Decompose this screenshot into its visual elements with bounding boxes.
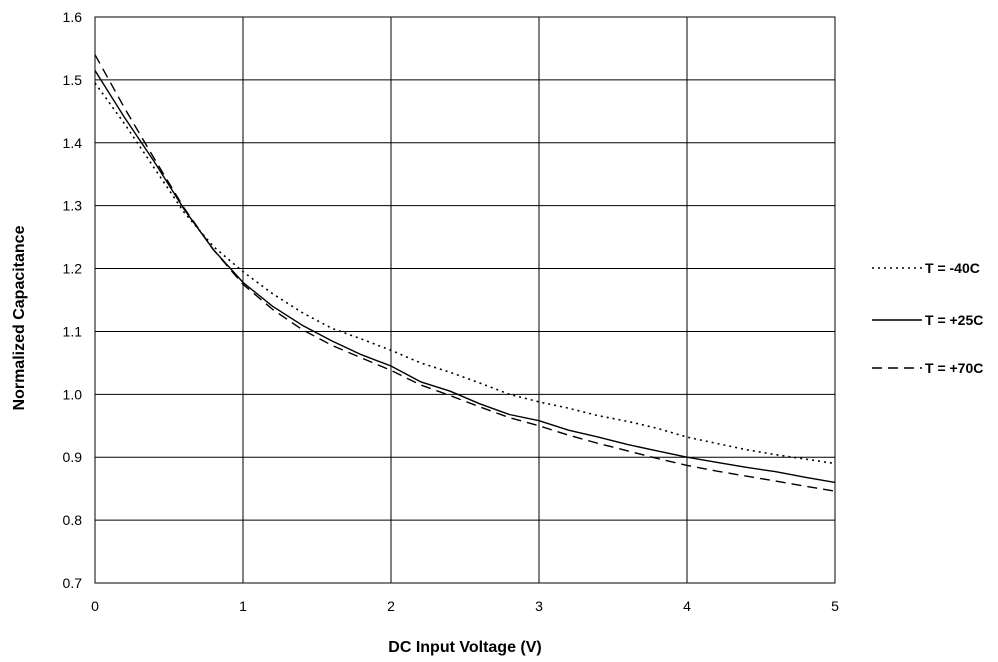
series-layer — [94, 54, 836, 492]
series-line-3 — [94, 54, 836, 492]
legend-label-3: T = +70C — [925, 360, 983, 376]
x-axis-title: DC Input Voltage (V) — [388, 639, 541, 656]
y-tick-label: 0.7 — [63, 575, 83, 591]
x-tick-label: 2 — [387, 598, 395, 614]
legend-label-2: T = +25C — [925, 312, 983, 328]
legend-label-1: T = -40C — [925, 260, 980, 276]
series-line-2 — [94, 70, 836, 484]
grid — [94, 16, 836, 584]
y-tick-labels: 0.7 0.8 0.9 1.0 1.1 1.2 1.3 1.4 1.5 1.6 — [63, 9, 83, 591]
y-tick-label: 1.6 — [63, 9, 83, 25]
y-tick-label: 1.3 — [63, 198, 83, 214]
series-line-1 — [94, 82, 836, 465]
x-tick-label: 1 — [239, 598, 247, 614]
y-tick-label: 1.4 — [63, 135, 83, 151]
legend: T = -40C T = +25C T = +70C — [872, 260, 983, 376]
x-tick-label: 4 — [683, 598, 691, 614]
y-tick-label: 1.5 — [63, 72, 83, 88]
y-tick-label: 1.2 — [63, 261, 83, 277]
y-axis-title: Normalized Capacitance — [11, 225, 28, 410]
x-tick-label: 5 — [831, 598, 839, 614]
x-tick-label: 3 — [535, 598, 543, 614]
y-tick-label: 1.1 — [63, 323, 83, 339]
y-tick-label: 0.8 — [63, 512, 83, 528]
x-tick-label: 0 — [91, 598, 99, 614]
y-tick-label: 1.0 — [63, 386, 83, 402]
x-tick-labels: 0 1 2 3 4 5 — [91, 598, 839, 614]
y-tick-label: 0.9 — [63, 449, 83, 465]
plot-frame — [94, 16, 836, 584]
